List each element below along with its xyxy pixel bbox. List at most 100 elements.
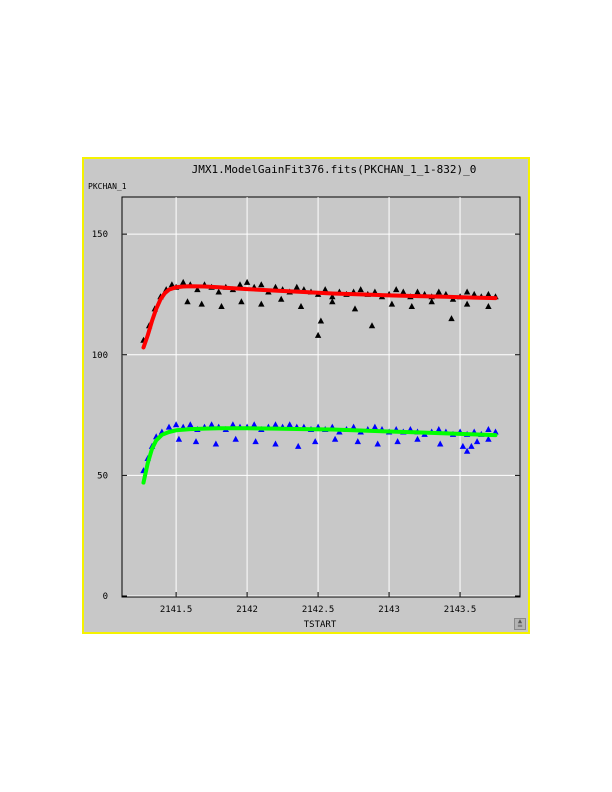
plot-window: JMX1.ModelGainFit376.fits(PKCHAN_1_1-832…: [82, 157, 530, 634]
data-point-triangle: [212, 440, 220, 447]
data-point-triangle: [317, 317, 325, 324]
data-point-triangle: [208, 421, 215, 428]
data-point-triangle: [286, 421, 293, 428]
data-point-triangle: [463, 447, 471, 454]
y-tick-label: 150: [92, 230, 108, 240]
x-tick-label: 2143.5: [444, 605, 477, 615]
resize-handle-icon[interactable]: ▲ ═: [514, 618, 526, 630]
data-point-triangle: [232, 435, 239, 442]
grid-lines: [122, 197, 520, 597]
data-point-triangle: [252, 438, 259, 445]
fit-curve-point: [181, 284, 185, 288]
fit-curve-point: [167, 288, 171, 292]
data-point-triangle: [473, 438, 481, 445]
data-point-triangle: [463, 300, 471, 307]
data-point-triangle: [251, 421, 258, 428]
fit-curve-point: [359, 292, 363, 296]
fit-curve-point: [150, 319, 154, 323]
data-point-triangle: [272, 421, 279, 428]
fit-curve-point: [217, 426, 221, 430]
chart-title: JMX1.ModelGainFit376.fits(PKCHAN_1_1-832…: [192, 163, 477, 176]
plot-area: [121, 196, 521, 598]
data-point-triangle: [492, 428, 499, 435]
data-point-triangle: [278, 295, 285, 302]
data-point-triangle: [368, 322, 376, 329]
fit-curve-point: [146, 461, 150, 465]
data-point-triangle: [218, 303, 225, 309]
fit-curve-point: [188, 284, 192, 288]
data-point-triangle: [238, 298, 245, 305]
fit-curve-point: [245, 287, 249, 291]
fit-curve-point: [302, 290, 306, 294]
data-point-triangle: [357, 286, 364, 293]
data-point-triangle: [215, 288, 222, 295]
data-point-triangle: [258, 281, 265, 288]
data-point-triangle: [448, 315, 455, 322]
data-point-triangle: [437, 440, 444, 447]
data-point-triangle: [459, 442, 467, 449]
fit-curve-point: [174, 285, 178, 289]
data-point-triangle: [468, 442, 475, 449]
y-tick-label: 0: [103, 592, 108, 602]
y-tick-label: 100: [92, 351, 108, 361]
data-point-triangle: [168, 281, 176, 288]
data-point-triangle: [485, 303, 492, 309]
fit-curve-point: [150, 447, 154, 451]
fit-curve-point: [141, 481, 145, 485]
fit-curve-point: [472, 432, 476, 436]
data-point-triangle: [414, 435, 421, 442]
fit-curve-point: [273, 289, 277, 293]
data-point-triangle: [435, 426, 442, 432]
fit-curve-point: [160, 433, 164, 437]
data-point-triangle: [374, 440, 381, 447]
x-tick-label: 2142.5: [302, 605, 335, 615]
fit-curve-point: [231, 286, 235, 290]
data-point-triangle: [394, 438, 401, 445]
fit-curve-point: [245, 426, 249, 430]
fit-curve-point: [217, 285, 221, 289]
axis-ticks: 2141.5 2142 2142.5 2143 2143.5 0 50 100 150: [92, 230, 520, 615]
data-point-triangle: [471, 290, 478, 297]
fit-curve-point: [167, 430, 171, 434]
y-tick-label: 50: [97, 471, 108, 481]
fit-curve-point: [154, 438, 158, 442]
fit-curve-point: [330, 291, 334, 295]
data-point-triangle: [236, 281, 244, 288]
fit-curve-point: [163, 291, 167, 295]
fit-curve-point: [472, 296, 476, 300]
data-point-triangle: [428, 298, 435, 305]
data-point-triangle: [184, 298, 191, 305]
fit-curve-point: [444, 295, 448, 299]
data-point-triangle: [187, 421, 194, 428]
fit-curve-point: [188, 427, 192, 431]
data-point-triangle: [258, 300, 265, 307]
fit-curve-point: [415, 294, 419, 298]
x-tick-label: 2143: [378, 605, 400, 615]
x-tick-label: 2142: [236, 605, 258, 615]
data-point-triangle: [350, 423, 357, 430]
fit-curve-point: [146, 333, 150, 337]
data-point-triangle: [400, 288, 407, 295]
data-point-triangle: [165, 423, 173, 430]
chart-svg: JMX1.ModelGainFit376.fits(PKCHAN_1_1-832…: [88, 163, 521, 630]
data-point-triangle: [393, 286, 400, 293]
fit-curve-point: [359, 429, 363, 433]
fit-curve-point: [158, 297, 162, 301]
data-point-triangle: [192, 438, 200, 445]
data-point-triangle: [314, 331, 322, 338]
data-point-triangle: [329, 293, 336, 300]
fit-curve-point: [302, 427, 306, 431]
x-axis-label: TSTART: [304, 620, 337, 630]
data-point-triangle: [322, 286, 329, 293]
data-point-triangle: [351, 305, 359, 312]
data-point-triangle: [485, 290, 492, 297]
data-point-triangle: [297, 303, 305, 309]
data-point-triangle: [175, 435, 183, 442]
fit-curve-point: [494, 433, 498, 437]
fit-curve-point: [330, 428, 334, 432]
data-point-triangle: [194, 286, 201, 293]
data-point-triangle: [408, 303, 415, 309]
data-point-triangle: [295, 442, 302, 449]
data-point-triangle: [435, 288, 442, 295]
y-axis-label: PKCHAN_1: [88, 182, 127, 191]
